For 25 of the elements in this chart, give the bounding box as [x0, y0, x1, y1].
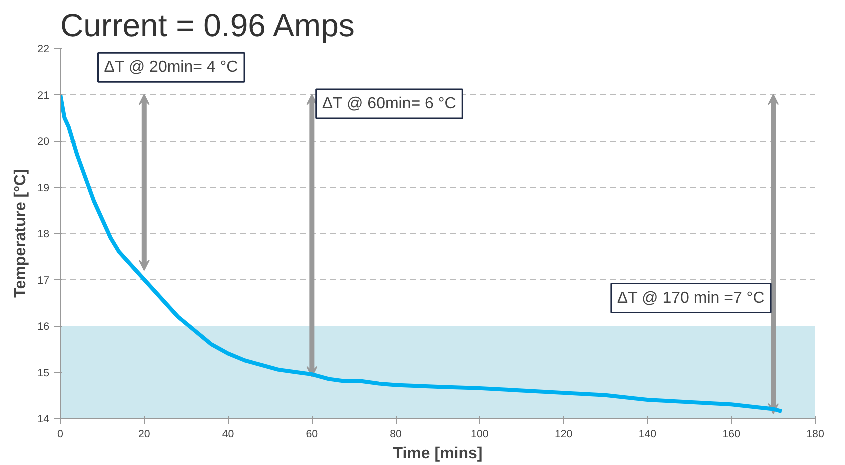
x-tick-label: 40: [222, 428, 234, 440]
chart-title: Current = 0.96 Amps: [60, 8, 355, 44]
x-tick-label: 160: [722, 428, 741, 440]
x-tick-label: 0: [58, 428, 64, 440]
y-tick-label: 16: [38, 321, 50, 333]
x-tick-label: 80: [390, 428, 402, 440]
y-tick-label: 15: [38, 367, 50, 380]
y-tick-label: 21: [38, 90, 50, 102]
x-tick-label: 140: [638, 428, 657, 440]
y-tick-label: 14: [38, 414, 50, 426]
y-tick-label: 17: [38, 274, 50, 287]
x-tick-label: 120: [554, 428, 573, 440]
annotation: ΔT @ 170 min =7 °C: [617, 290, 765, 307]
y-tick-label: 18: [38, 228, 50, 240]
y-tick-label: 20: [38, 136, 50, 148]
y-tick-label: 22: [38, 44, 50, 56]
annotation: ΔT @ 20min= 4 °C: [104, 59, 238, 76]
y-tick-label: 19: [38, 182, 50, 194]
y-axis-title: Temperature [°C]: [12, 169, 30, 298]
annotation: ΔT @ 60min= 6 °C: [322, 96, 456, 112]
x-tick-label: 60: [306, 428, 318, 440]
x-tick-label: 180: [806, 428, 824, 440]
x-tick-label: 20: [138, 428, 150, 440]
x-tick-label: 100: [471, 428, 489, 440]
x-axis-title: Time [mins]: [393, 446, 483, 462]
